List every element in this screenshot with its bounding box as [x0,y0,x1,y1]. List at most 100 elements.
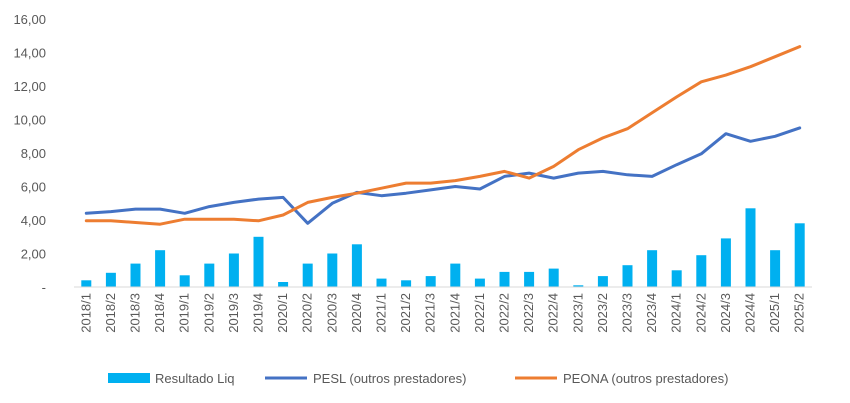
line-pesl-point [675,163,678,166]
bar-resultado-liq [671,270,682,288]
bar-resultado-liq [720,238,731,287]
legend-item-peona: PEONA (outros prestadores) [515,371,728,386]
y-tick-label: 10,00 [13,113,46,128]
bar-resultado-liq [696,255,707,287]
x-tick-label: 2022/4 [546,293,561,333]
bar-resultado-liq [524,271,535,287]
bar-resultado-liq [573,285,584,287]
line-pesl-point [478,188,481,191]
line-peona-point [651,111,654,114]
line-pesl-point [306,222,309,225]
line-pesl-point [724,132,727,135]
line-pesl-point [798,126,801,129]
line-pesl-point [282,196,285,199]
line-peona-point [601,136,604,139]
legend: Resultado Liq PESL (outros prestadores) PE… [108,371,728,386]
line-pesl-point [331,202,334,205]
bar-resultado-liq [647,250,658,287]
line-pesl-point [601,170,604,173]
line-peona-point [159,223,162,226]
x-tick-label: 2019/2 [201,293,216,333]
x-tick-label: 2018/4 [152,293,167,333]
y-tick-label: 12,00 [13,79,46,94]
x-tick-label: 2023/1 [570,293,585,333]
bar-resultado-liq [401,280,412,287]
line-peona-point [282,214,285,217]
line-peona-point [429,182,432,185]
x-tick-label: 2023/4 [644,293,659,333]
x-axis: 2018/1 2018/2 2018/3 2018/4 2019/1 2019/2 2019… [74,286,812,333]
x-tick-label: 2019/3 [226,293,241,333]
line-peona-point [503,170,506,173]
y-tick-label: - [42,280,46,295]
line-pesl-point [232,201,235,204]
line-peona-point [232,218,235,221]
legend-swatch [108,373,150,383]
x-tick-label: 2020/3 [324,293,339,333]
line-peona-point [257,219,260,222]
x-tick-label: 2021/4 [447,293,462,333]
x-tick-label: 2021/1 [374,293,389,333]
line-pesl-point [380,194,383,197]
bar-resultado-liq [425,276,436,287]
x-tick-label: 2019/1 [177,293,192,333]
bar-resultado-liq [745,208,756,287]
bar-resultado-liq [770,250,781,287]
x-tick-label: 2023/3 [620,293,635,333]
line-peona-point [528,177,531,180]
line-peona-point [626,127,629,130]
bar-resultado-liq [155,250,166,287]
line-pesl-point [454,185,457,188]
bar-resultado-liq [105,272,116,287]
x-tick-label: 2020/2 [300,293,315,333]
bar-resultado-liq [499,271,510,287]
line-peona-point [454,179,457,182]
line-pesl-point [429,188,432,191]
line-pesl-point [651,175,654,178]
y-tick-label: 6,00 [21,180,46,195]
line-peona-point [700,80,703,83]
bar-resultado-liq [204,263,215,287]
x-tick-label: 2022/1 [472,293,487,333]
line-pesl-point [626,173,629,176]
line-pesl-point [503,175,506,178]
bar-resultado-liq [130,263,141,287]
bar-resultado-liq [253,236,264,288]
line-peona-point [478,175,481,178]
y-axis: - 2,00 4,00 6,00 8,00 10,00 12,00 14,00 16,00 [13,12,46,295]
line-peona-point [331,196,334,199]
line-pesl-point [109,210,112,213]
x-tick-label: 2021/2 [398,293,413,333]
bar-resultado-liq [81,280,92,287]
y-tick-label: 8,00 [21,146,46,161]
x-tick-label: 2021/3 [423,293,438,333]
y-tick-label: 16,00 [13,12,46,27]
line-pesl [84,126,802,225]
line-peona-point [552,165,555,168]
x-tick-label: 2025/2 [792,293,807,333]
line-peona-point [183,218,186,221]
bar-resultado-liq [327,253,338,287]
legend-item-resultado-liq: Resultado Liq [108,371,235,386]
bar-resultado-liq [351,244,362,287]
line-pesl-point [208,205,211,208]
x-tick-label: 2024/4 [743,293,758,333]
line-pesl-point [85,212,88,215]
line-peona-point [724,74,727,77]
bar-resultado-liq [474,278,485,287]
line-pesl-point [257,198,260,201]
bar-resultado-liq [450,263,461,287]
x-tick-label: 2024/1 [669,293,684,333]
bar-resultado-liq [548,268,559,287]
legend-label: Resultado Liq [155,371,235,386]
line-pesl-point [134,208,137,211]
x-tick-label: 2019/4 [251,293,266,333]
line-pesl-point [528,172,531,175]
x-tick-label: 2018/1 [78,293,93,333]
line-peona-point [208,218,211,221]
line-pesl-point [577,172,580,175]
x-tick-label: 2018/3 [128,293,143,333]
line-pesl-point [405,192,408,195]
x-tick-label: 2022/2 [497,293,512,333]
